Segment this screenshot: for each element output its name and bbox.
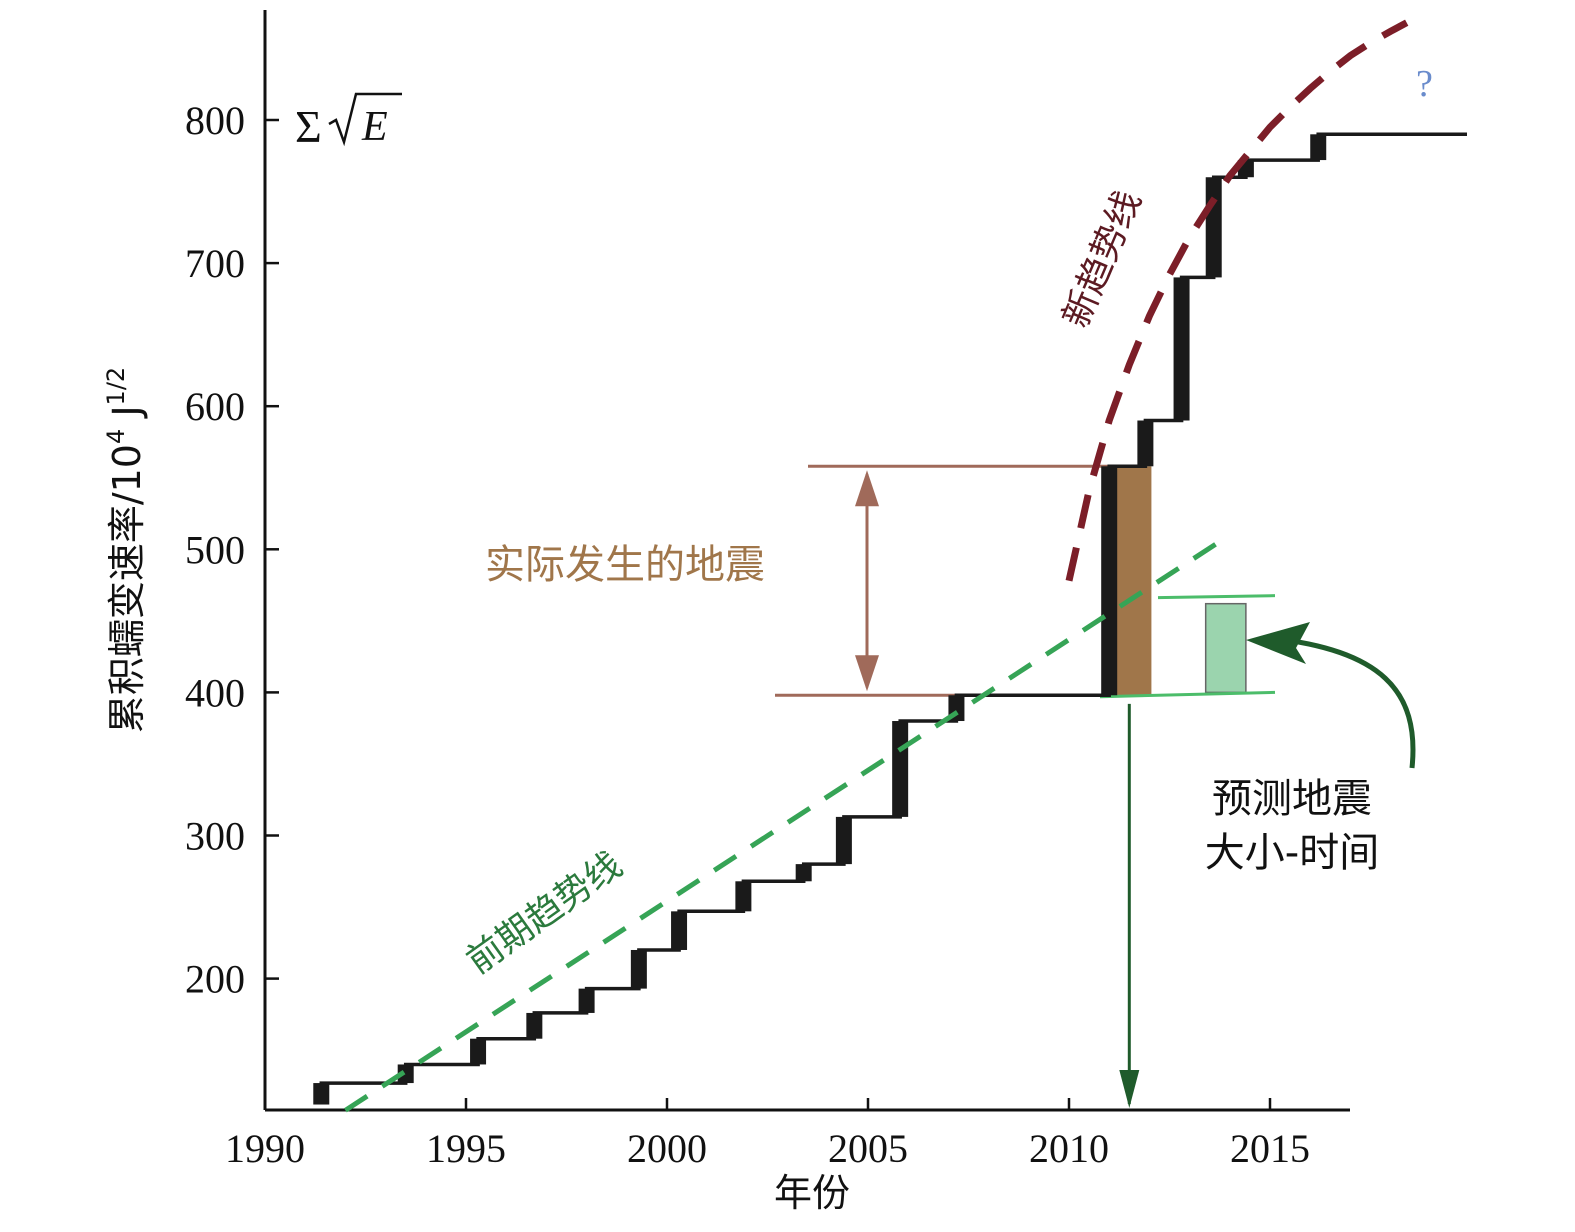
early-trend-line — [344, 532, 1232, 1113]
strain-step-riser — [671, 911, 688, 950]
strain-step-riser — [578, 988, 595, 1013]
strain-step-riser — [397, 1064, 414, 1084]
predict-label-line2: 大小-时间 — [1205, 830, 1379, 876]
predicted-year-arrow-head — [1119, 1070, 1140, 1108]
x-tick-label: 2015 — [1230, 1126, 1310, 1171]
x-tick-label: 2000 — [627, 1126, 707, 1171]
y-tick-label: 500 — [185, 527, 245, 572]
predicted-upper-line — [1157, 594, 1276, 600]
y-axis-title-exp2: 1/2 — [102, 367, 130, 406]
y-tick-label: 800 — [185, 98, 245, 143]
early-trend-label: 前期趋势线 — [459, 844, 629, 982]
strain-step-riser — [795, 864, 812, 882]
y-tick-label: 400 — [185, 670, 245, 715]
predicted-lower-line — [1099, 690, 1276, 699]
strain-step-riser — [470, 1038, 487, 1065]
y-axis-title: 累积蠕变速率/104 J1/2 — [102, 367, 149, 733]
annotation-shapes — [775, 464, 1276, 699]
x-tick-label: 1995 — [426, 1126, 506, 1171]
strain-step-riser — [1173, 277, 1190, 421]
x-axis-ticks: 1990 1995 2000 2005 2010 2015 — [225, 1098, 1310, 1171]
actual-range-arrow-down — [855, 655, 879, 692]
y-axis-ticks: 200 300 400 500 600 700 800 — [185, 98, 279, 1002]
y-axis-title-main: 累积蠕变速率/10 — [105, 444, 149, 733]
actual-range-arrow-up — [855, 470, 879, 507]
x-tick-label: 2010 — [1029, 1126, 1109, 1171]
question-mark: ? — [1416, 63, 1433, 105]
y-tick-label: 200 — [185, 957, 245, 1002]
x-tick-label: 2005 — [828, 1126, 908, 1171]
predicted-pointer-curve — [1269, 635, 1416, 769]
y-axis-title-unit: J — [105, 405, 149, 428]
formula-radicand: E — [361, 104, 388, 150]
series-layer — [313, 19, 1467, 1113]
y-tick-label: 600 — [185, 384, 245, 429]
strain-step-riser — [313, 1083, 330, 1105]
new-trend-label: 新趋势线 — [1056, 185, 1150, 334]
strain-step-riser — [526, 1012, 543, 1039]
y-tick-label: 700 — [185, 241, 245, 286]
new-trend-line — [1065, 19, 1409, 582]
x-axis-title: 年份 — [774, 1171, 850, 1215]
formula-radical-sign — [328, 92, 402, 147]
strain-step-riser — [1101, 466, 1118, 696]
strain-step-riser — [630, 949, 647, 989]
formula-sigma: Σ — [295, 101, 322, 152]
predicted-pointer-arrowhead — [1246, 622, 1310, 664]
strain-step-riser — [892, 721, 909, 817]
strain-step-riser — [1137, 420, 1154, 467]
predict-label-line1: 预测地震 — [1212, 776, 1372, 822]
axes — [263, 10, 1350, 1112]
y-axis-title-exp1: 4 — [102, 429, 130, 444]
strain-step-riser — [1310, 134, 1327, 161]
actual-earthquake-bar — [1111, 466, 1152, 696]
y-tick-label: 300 — [185, 814, 245, 859]
formula-sum-sqrt-e: Σ E — [295, 92, 402, 152]
strain-step-riser — [835, 816, 852, 865]
strain-step-riser — [735, 881, 752, 912]
predicted-earthquake-box — [1204, 602, 1247, 694]
annotation-foreground — [1119, 622, 1416, 1108]
x-tick-label: 1990 — [225, 1126, 305, 1171]
strain-step-riser — [1205, 177, 1222, 278]
actual-earthquake-label: 实际发生的地震 — [485, 542, 765, 588]
